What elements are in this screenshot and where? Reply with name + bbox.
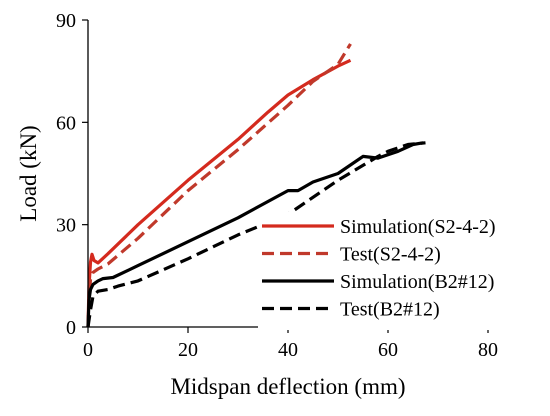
legend-label: Test(S2-4-2) <box>340 244 441 266</box>
y-tick-label: 30 <box>56 215 76 237</box>
y-tick-label: 90 <box>56 10 76 32</box>
plot-lines <box>86 43 426 328</box>
x-tick-label: 60 <box>378 339 398 361</box>
y-axis-title: Load (kN) <box>16 125 41 221</box>
legend-label: Simulation(B2#12) <box>340 271 494 293</box>
legend-label: Simulation(S2-4-2) <box>340 216 496 238</box>
y-tick-label: 0 <box>66 317 76 339</box>
series-line-test-s2-4-2 <box>86 43 352 328</box>
y-tick-label: 60 <box>56 112 76 134</box>
legend-background <box>258 212 494 330</box>
series-line-test-b2-12 <box>86 141 426 328</box>
legend: Simulation(S2-4-2) Test(S2-4-2) Simulation… <box>258 212 496 330</box>
x-tick-label: 20 <box>178 339 198 361</box>
x-tick-label: 0 <box>83 339 93 361</box>
series-line-simulation-s2-4-2 <box>86 58 352 328</box>
x-tick-label: 40 <box>278 339 298 361</box>
x-axis-title: Midspan deflection (mm) <box>170 374 405 399</box>
legend-label: Test(B2#12) <box>340 299 440 321</box>
x-tick-label: 80 <box>478 339 498 361</box>
